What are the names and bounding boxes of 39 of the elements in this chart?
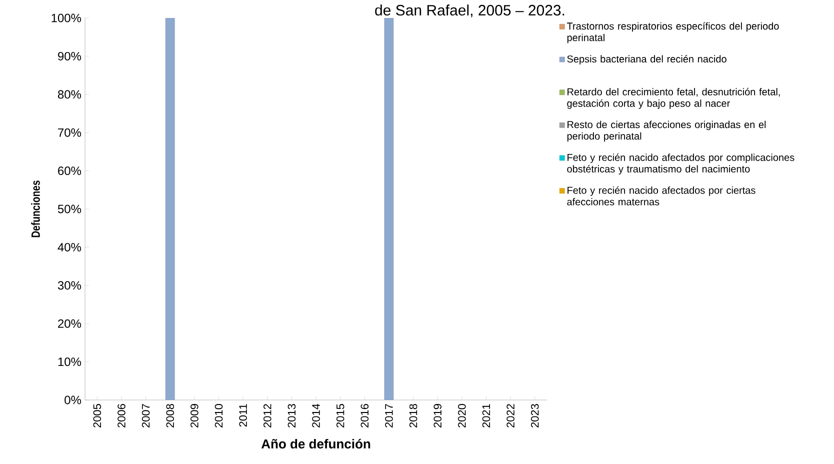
y-tick-label: 0%: [64, 396, 82, 404]
legend-label: Retardo del crecimiento fetal, desnutrición fetal, gestación corta y bajo peso al nacer: [567, 88, 780, 109]
x-tick-label: 2008: [166, 404, 174, 428]
y-tick-label: 50%: [58, 204, 82, 214]
x-tick-label: 2020: [458, 404, 466, 428]
y-axis-title: Defunciones: [31, 180, 40, 238]
legend-label: Resto de ciertas afecciones originadas en el periodo perinatal: [567, 120, 766, 142]
x-axis-title: Año de defunción: [261, 438, 370, 449]
y-tick-label: 10%: [58, 358, 82, 366]
y-tick-label: 30%: [58, 281, 82, 290]
y-tick-label: 100%: [52, 14, 82, 22]
x-tick-label: 2007: [142, 404, 150, 428]
x-tick-label: 2012: [263, 404, 272, 428]
y-tick-label: 60%: [58, 166, 82, 176]
x-tick-label: 2022: [506, 404, 514, 428]
y-tick-label: 70%: [58, 128, 82, 137]
legend-label: Sepsis bacteriana del recién nacido: [567, 55, 726, 64]
legend-label: Feto y recién nacido afectados por complicaciones obstétricas y traumatismo del nacimiento: [567, 154, 794, 174]
y-tick-label: 80%: [58, 90, 82, 99]
y-tick-label: 40%: [58, 242, 82, 252]
y-tick-label: 20%: [58, 319, 82, 328]
x-tick-label: 2009: [190, 404, 198, 428]
x-tick-label: 2014: [312, 404, 320, 428]
x-tick-label: 2015: [336, 404, 344, 428]
x-tick-label: 2005: [93, 404, 102, 428]
x-tick-label: 2006: [118, 404, 126, 428]
x-tick-label: 2011: [239, 404, 247, 427]
x-tick-label: 2021: [482, 404, 490, 428]
x-tick-label: 2019: [434, 404, 442, 428]
x-tick-label: 2017: [385, 404, 393, 428]
x-tick-label: 2016: [360, 404, 369, 428]
legend-label: Feto y recién nacido afectados por ciertas afecciones maternas: [567, 186, 756, 206]
y-tick-label: 90%: [58, 52, 82, 60]
x-tick-label: 2010: [214, 404, 223, 428]
x-tick-label: 2023: [530, 404, 539, 428]
x-tick-label: 2018: [409, 404, 418, 428]
chart-title: de San Rafael, 2005 – 2023.: [375, 4, 564, 18]
x-tick-label: 2013: [288, 404, 296, 428]
legend-label: Trastornos respiratorios específicos del periodo perinatal: [566, 22, 779, 44]
